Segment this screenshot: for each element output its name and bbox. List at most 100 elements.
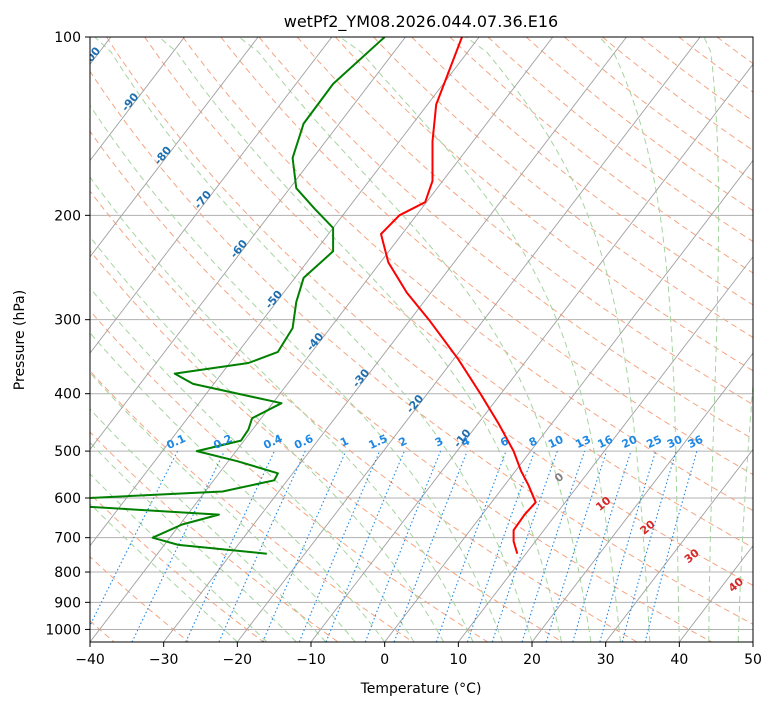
x-tick-label: 50 [744, 652, 762, 668]
mixing-ratio-line [621, 450, 677, 642]
dry-adiabat-label: -40 [304, 330, 327, 354]
moist-adiabat [90, 441, 297, 642]
dry-adiabat [373, 37, 753, 339]
mixing-ratio-label: 30 [665, 433, 685, 451]
x-tick-label: −40 [75, 652, 105, 668]
dry-adiabat [90, 130, 712, 642]
dry-adiabat [106, 37, 753, 587]
dry-adiabat [144, 37, 753, 549]
isotherm [163, 37, 627, 642]
moist-adiabat [90, 287, 415, 642]
isotherm [90, 37, 185, 162]
dry-adiabat [716, 37, 753, 65]
mixing-ratio-line [491, 450, 558, 642]
dewpoint-line [90, 37, 386, 555]
plot-frame [89, 36, 754, 643]
moist-adiabat [465, 37, 651, 642]
isotherm [457, 256, 753, 642]
moist-adiabat [90, 332, 386, 642]
x-axis-label: Temperature (°C) [360, 681, 482, 697]
moist-adiabat [90, 176, 474, 642]
x-tick-label: −30 [149, 652, 179, 668]
mixing-ratio-line [435, 450, 507, 642]
dry-adiabat-label: -100 [76, 44, 104, 74]
mixing-ratio-label: 0.2 [211, 432, 234, 452]
dry-adiabat-label: -30 [350, 366, 373, 390]
mixing-ratio-label: 16 [596, 433, 616, 451]
mixing-ratio-label: 36 [686, 433, 706, 451]
dry-adiabat-label: -20 [404, 392, 427, 416]
dry-adiabat [640, 37, 753, 122]
moist-adiabats [90, 37, 753, 642]
isotherm [90, 37, 333, 354]
mixing-ratio-label: 3 [433, 434, 445, 449]
mixing-ratio-line [521, 450, 586, 642]
y-tick-label: 400 [54, 387, 81, 403]
dry-adiabat [90, 190, 638, 642]
mixing-ratio-line [298, 450, 381, 642]
dry-adiabat [90, 70, 753, 625]
mixing-ratio-label: 10 [546, 433, 566, 451]
mixing-ratio-line [466, 450, 536, 642]
mixing-ratio-line [599, 450, 657, 642]
mixing-ratio-line [393, 450, 468, 642]
isotherm [531, 352, 753, 642]
x-tick-label: 10 [449, 652, 467, 668]
mixing-ratio-line [545, 450, 608, 642]
x-tick-label: −10 [296, 652, 326, 668]
mixing-ratio-line [572, 450, 632, 642]
dry-adiabat [335, 37, 753, 372]
x-tick-label: 0 [380, 652, 389, 668]
mixing-ratio-line [644, 450, 698, 642]
moist-adiabat-label: 40 [726, 575, 746, 595]
moist-adiabat [238, 37, 592, 642]
moist-adiabat [737, 379, 753, 642]
chart-title: wetPf2_YM08.2026.044.07.36.E16 [284, 12, 558, 32]
y-tick-label: 800 [54, 565, 81, 581]
y-axis-label: Pressure (hPa) [12, 290, 28, 390]
moist-adiabat [703, 37, 720, 642]
isotherm [90, 37, 406, 451]
mixing-ratio-label: 1.5 [367, 432, 390, 452]
isotherm [236, 37, 701, 642]
moist-adiabat [90, 503, 238, 642]
dry-adiabat-label: -80 [152, 144, 175, 168]
mixing-ratio-label: 20 [620, 433, 640, 451]
moist-adiabat [94, 37, 533, 642]
mixing-ratio-label: 13 [573, 433, 592, 451]
moist-adiabat-label: 30 [682, 546, 702, 566]
y-tick-label: 900 [54, 595, 81, 611]
dry-adiabat [525, 37, 753, 212]
dry-adiabat [182, 37, 753, 512]
dry-adiabat [90, 309, 488, 642]
dry-adiabat [90, 493, 264, 642]
isotherm [90, 37, 480, 547]
y-tick-label: 500 [54, 444, 81, 460]
dry-adiabat [90, 431, 339, 642]
mixing-ratio-line [325, 450, 405, 642]
moist-adiabat [599, 37, 680, 642]
mixing-ratio-line [364, 450, 442, 642]
isotherm [384, 159, 753, 642]
y-tick-label: 600 [54, 491, 81, 507]
mixing-ratio-label: 2 [397, 434, 409, 449]
mixing-ratio-label: 0.1 [165, 432, 188, 452]
dry-adiabat [487, 37, 753, 243]
x-tick-label: −20 [223, 652, 253, 668]
y-tick-label: 300 [54, 313, 81, 329]
dry-adiabat [564, 37, 753, 181]
dry-adiabats [90, 37, 753, 642]
moist-adiabat [90, 408, 327, 642]
moist-adiabat [90, 236, 445, 642]
temperature-line [380, 37, 537, 554]
mixing-ratio-line [262, 450, 347, 642]
dry-adiabat [90, 249, 563, 642]
y-axis-ticks: 100 200 300 400 500 600 700 800 900 1000 [45, 30, 90, 638]
moist-adiabat-label: 20 [638, 517, 658, 537]
dry-adiabat [449, 37, 753, 274]
dry-adiabat [90, 556, 190, 642]
dry-adiabat-label: -60 [228, 237, 251, 261]
x-tick-label: 20 [523, 652, 541, 668]
isotherm [605, 448, 753, 642]
